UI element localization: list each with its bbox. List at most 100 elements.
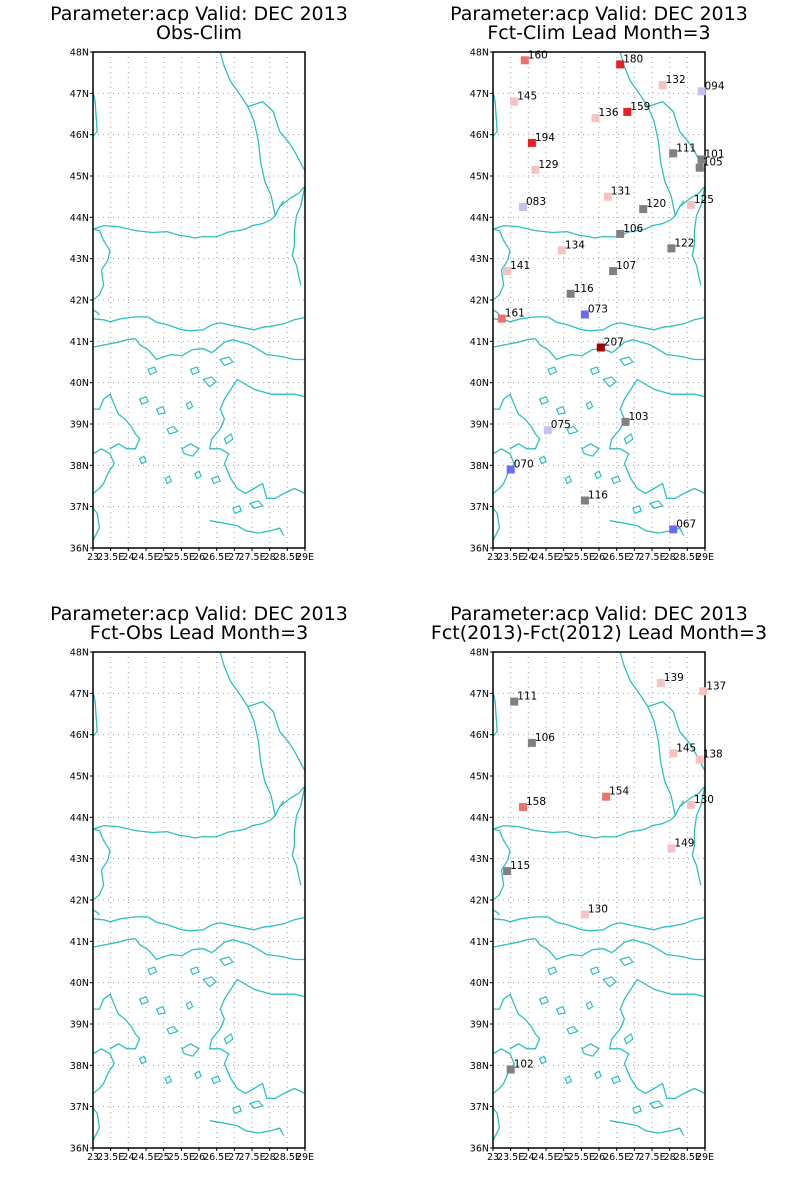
lat-tick-label: 37N — [70, 502, 89, 513]
lon-tick-label: 25.5E — [568, 552, 595, 563]
station-marker — [639, 205, 648, 214]
station-marker — [510, 697, 519, 706]
island — [610, 475, 621, 485]
station-value-label: 194 — [535, 132, 555, 144]
coast-line — [691, 185, 706, 286]
station-marker — [669, 525, 678, 534]
station-value-label: 111 — [676, 142, 696, 154]
coast-line — [492, 200, 685, 239]
island — [194, 1070, 202, 1080]
island — [185, 1000, 194, 1010]
lon-tick-label: 26.5E — [603, 552, 630, 563]
station-marker — [699, 687, 708, 696]
lat-tick-label: 45N — [70, 772, 89, 783]
station-marker — [510, 97, 519, 106]
lat-tick-label: 39N — [470, 420, 489, 431]
station-value-label: 125 — [694, 194, 714, 206]
station-value-label: 129 — [538, 159, 558, 171]
lat-tick-label: 43N — [470, 254, 489, 265]
lon-tick-label: 26 — [193, 552, 205, 563]
lon-tick-label: 29E — [696, 552, 714, 563]
coast-line — [134, 338, 251, 361]
station-value-label: 160 — [528, 49, 548, 61]
coast-line — [608, 379, 706, 500]
station-marker — [609, 267, 618, 276]
station-value-label: 159 — [630, 101, 650, 113]
station-marker — [667, 844, 676, 853]
coast-line — [92, 200, 285, 239]
station-value-label: 075 — [551, 419, 571, 431]
lon-tick-label: 29E — [296, 1152, 314, 1163]
island — [566, 425, 579, 435]
coast-line — [92, 909, 100, 916]
lon-tick-label: 26 — [593, 1152, 605, 1163]
island — [164, 475, 173, 485]
panel-subtitle: Fct-Obs Lead Month=3 — [90, 622, 308, 644]
panel-title: Parameter:acp Valid: DEC 2013 — [50, 603, 348, 625]
coast-line — [92, 828, 111, 901]
island — [581, 443, 600, 457]
coast-line — [492, 828, 511, 901]
station-marker — [695, 163, 704, 172]
station-marker — [580, 910, 589, 919]
island — [632, 505, 643, 515]
coast-line — [92, 338, 136, 348]
lon-tick-label: 27.5E — [638, 552, 665, 563]
island — [138, 995, 149, 1005]
island — [566, 1025, 579, 1035]
lon-tick-label: 27.5E — [238, 552, 265, 563]
station-value-label: 145 — [676, 742, 696, 754]
lat-tick-label: 47N — [70, 689, 89, 700]
island — [538, 995, 549, 1005]
station-marker — [695, 755, 704, 764]
coast-line — [92, 91, 98, 137]
coast-line — [608, 979, 706, 1100]
lat-tick-label: 37N — [470, 1102, 489, 1113]
station-value-label: 070 — [514, 459, 534, 471]
island — [138, 1055, 147, 1065]
island — [610, 1075, 621, 1085]
lon-tick-label: 25 — [158, 1152, 170, 1163]
station-value-label: 145 — [517, 91, 537, 103]
station-marker — [497, 314, 506, 323]
lat-tick-label: 39N — [70, 420, 89, 431]
island — [210, 475, 221, 485]
lat-tick-label: 46N — [470, 730, 489, 741]
island — [166, 1025, 179, 1035]
island — [648, 500, 664, 509]
station-value-label: 134 — [565, 239, 585, 251]
lon-tick-label: 27 — [228, 1152, 240, 1163]
station-marker — [527, 138, 536, 147]
lon-tick-label: 27 — [628, 1152, 640, 1163]
island — [223, 1032, 234, 1045]
station-marker — [616, 229, 625, 238]
lat-tick-label: 42N — [470, 296, 489, 307]
lon-tick-label: 24.5E — [132, 552, 159, 563]
coast-line — [493, 993, 541, 1050]
station-value-label: 149 — [674, 837, 694, 849]
station-marker — [503, 267, 512, 276]
coastline — [92, 51, 306, 541]
island — [185, 400, 194, 410]
island — [248, 1100, 264, 1109]
station-value-label: 116 — [574, 283, 594, 295]
lon-tick-label: 28 — [664, 552, 676, 563]
lon-tick-label: 25 — [158, 552, 170, 563]
station-value-label: 101 — [705, 149, 725, 161]
island — [219, 356, 234, 367]
lat-tick-label: 36N — [70, 1144, 89, 1155]
coast-line — [209, 1120, 285, 1136]
island — [181, 1043, 200, 1057]
station-value-label: 139 — [664, 672, 684, 684]
lat-tick-label: 43N — [70, 854, 89, 865]
island — [147, 366, 158, 376]
lat-tick-label: 42N — [70, 896, 89, 907]
lat-tick-label: 44N — [470, 813, 489, 824]
lat-tick-label: 42N — [470, 896, 489, 907]
island — [632, 1105, 643, 1115]
coast-line — [236, 378, 306, 398]
coast-line — [492, 800, 685, 839]
coastline — [492, 51, 706, 541]
lon-tick-label: 26.5E — [203, 1152, 230, 1163]
lon-tick-label: 23.5E — [97, 552, 124, 563]
